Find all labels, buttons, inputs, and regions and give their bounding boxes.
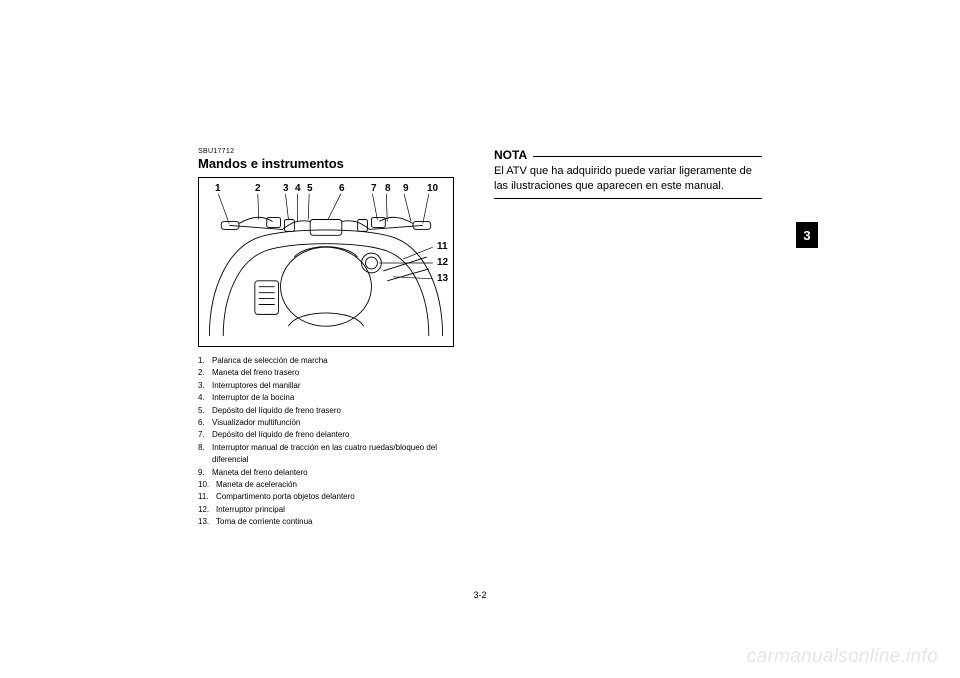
- legend-num: 12.: [198, 504, 216, 516]
- callout-13: 13: [437, 274, 448, 284]
- legend-num: 6.: [198, 417, 212, 429]
- legend-item: 12.Interruptor principal: [198, 504, 466, 516]
- legend-text: Depósito del líquido de freno delantero: [212, 429, 466, 441]
- callout-10: 10: [427, 184, 438, 194]
- legend-text: Interruptor de la bocina: [212, 392, 466, 404]
- legend-num: 2.: [198, 367, 212, 379]
- callout-6: 6: [339, 184, 345, 194]
- legend-num: 11.: [198, 491, 216, 503]
- legend-text: Depósito del líquido de freno trasero: [212, 405, 466, 417]
- right-column: NOTA El ATV que ha adquirido puede varia…: [494, 148, 762, 528]
- legend-item: 8.Interruptor manual de tracción en las …: [198, 442, 466, 467]
- section-code: SBU17712: [198, 148, 466, 155]
- left-column: SBU17712 Mandos e instrumentos: [198, 148, 466, 528]
- legend-text: Interruptor principal: [216, 504, 466, 516]
- legend-item: 5.Depósito del líquido de freno trasero: [198, 405, 466, 417]
- legend-text: Compartimento porta objetos delantero: [216, 491, 466, 503]
- legend-text: Maneta de aceleración: [216, 479, 466, 491]
- callout-8: 8: [385, 184, 391, 194]
- legend-text: Visualizador multifunción: [212, 417, 466, 429]
- legend-item: 4.Interruptor de la bocina: [198, 392, 466, 404]
- callout-7: 7: [371, 184, 377, 194]
- legend-text: Interruptor manual de tracción en las cu…: [212, 442, 466, 467]
- chapter-tab: 3: [796, 222, 818, 248]
- manual-page: SBU17712 Mandos e instrumentos: [0, 0, 960, 678]
- legend-num: 8.: [198, 442, 212, 467]
- callout-5: 5: [307, 184, 313, 194]
- legend-text: Toma de corriente continua: [216, 516, 466, 528]
- legend-text: Palanca de selección de marcha: [212, 355, 466, 367]
- callout-11: 11: [437, 242, 448, 252]
- watermark: carmanualsonline.info: [747, 646, 938, 668]
- atv-line-art: [199, 178, 453, 346]
- legend-item: 2.Maneta del freno trasero: [198, 367, 466, 379]
- legend-item: 3.Interruptores del manillar: [198, 380, 466, 392]
- atv-controls-figure: 1 2 3 4 5 6 7 8 9 10 11 12 13: [198, 177, 454, 347]
- legend-item: 7.Depósito del líquido de freno delanter…: [198, 429, 466, 441]
- content-area: SBU17712 Mandos e instrumentos: [198, 148, 762, 528]
- callout-3: 3: [283, 184, 289, 194]
- nota-heading-row: NOTA: [494, 148, 762, 162]
- legend-num: 10.: [198, 479, 216, 491]
- legend-text: Interruptores del manillar: [212, 380, 466, 392]
- legend-num: 5.: [198, 405, 212, 417]
- legend-num: 13.: [198, 516, 216, 528]
- callout-2: 2: [255, 184, 261, 194]
- figure-legend: 1.Palanca de selección de marcha 2.Manet…: [198, 355, 466, 528]
- nota-label: NOTA: [494, 148, 527, 162]
- legend-num: 4.: [198, 392, 212, 404]
- legend-item: 9.Maneta del freno delantero: [198, 467, 466, 479]
- callout-12: 12: [437, 258, 448, 268]
- legend-item: 10.Maneta de aceleración: [198, 479, 466, 491]
- legend-text: Maneta del freno delantero: [212, 467, 466, 479]
- legend-item: 1.Palanca de selección de marcha: [198, 355, 466, 367]
- legend-num: 1.: [198, 355, 212, 367]
- legend-item: 13.Toma de corriente continua: [198, 516, 466, 528]
- legend-num: 3.: [198, 380, 212, 392]
- legend-num: 9.: [198, 467, 212, 479]
- callout-4: 4: [295, 184, 301, 194]
- nota-bottom-rule: [494, 198, 762, 199]
- callout-9: 9: [403, 184, 409, 194]
- nota-heading-rule: [533, 156, 762, 157]
- nota-body: El ATV que ha adquirido puede variar lig…: [494, 164, 762, 194]
- legend-item: 11.Compartimento porta objetos delantero: [198, 491, 466, 503]
- callout-1: 1: [215, 184, 221, 194]
- legend-text: Maneta del freno trasero: [212, 367, 466, 379]
- legend-item: 6.Visualizador multifunción: [198, 417, 466, 429]
- page-number: 3-2: [473, 590, 486, 600]
- section-title: Mandos e instrumentos: [198, 156, 466, 171]
- legend-num: 7.: [198, 429, 212, 441]
